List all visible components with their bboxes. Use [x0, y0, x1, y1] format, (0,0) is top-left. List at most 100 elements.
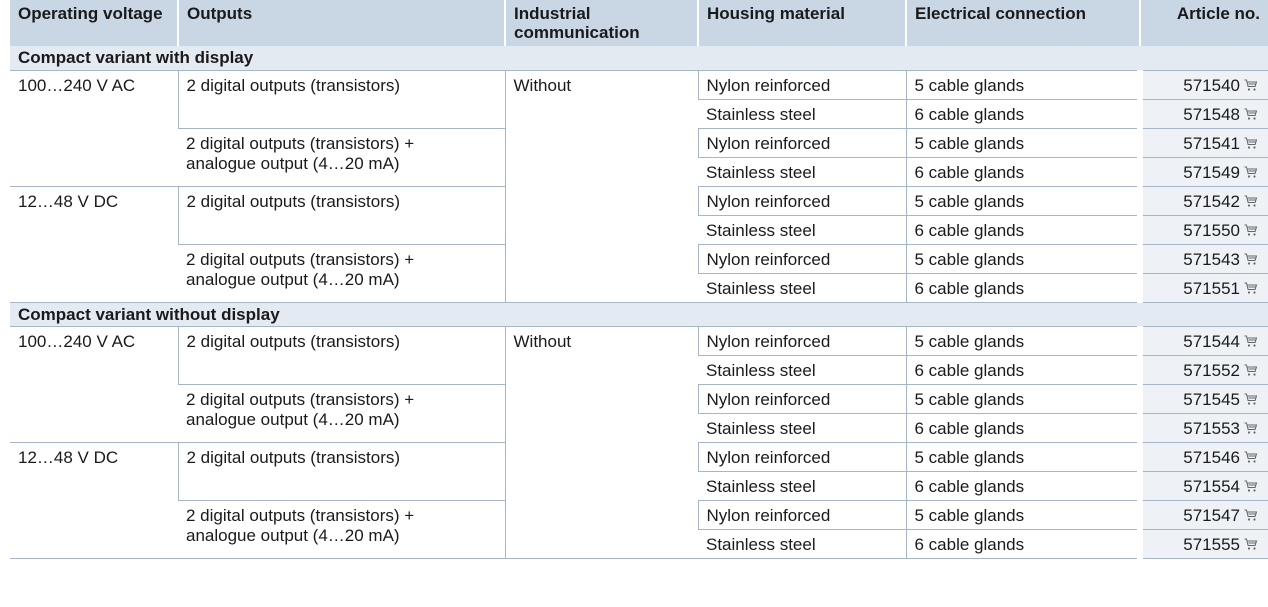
- data-row: 12…48 V DC 2 digital outputs (transistors…: [10, 186, 1268, 303]
- data-row: Stainless steel 6 cable glands 571555: [10, 529, 1268, 559]
- connection-cell: 5 cable glands: [905, 326, 1140, 356]
- cart-icon: [1244, 224, 1258, 236]
- article-number: 571550: [1183, 220, 1240, 240]
- article-cell[interactable]: 571555: [1137, 529, 1268, 559]
- housing-cell: Stainless steel: [698, 273, 906, 303]
- article-number: 571549: [1183, 162, 1240, 182]
- outputs-cell: 2 digital outputs (transistors) + analog…: [178, 384, 505, 443]
- connection-cell: 5 cable glands: [905, 384, 1140, 414]
- article-cell[interactable]: 571548: [1137, 99, 1268, 129]
- connection-cell: 6 cable glands: [905, 471, 1140, 501]
- housing-cell: Nylon reinforced: [697, 326, 906, 356]
- voltage-cell: 100…240 V AC: [10, 326, 178, 443]
- article-cell[interactable]: 571554: [1137, 471, 1268, 501]
- connection-cell: 6 cable glands: [905, 99, 1140, 129]
- connection-cell: 5 cable glands: [905, 128, 1140, 158]
- cart-icon: [1244, 108, 1258, 120]
- housing-cell: Nylon reinforced: [697, 244, 906, 274]
- housing-cell: Nylon reinforced: [697, 500, 906, 530]
- data-row: 100…240 V AC 2 digital outputs (transisto…: [10, 326, 1268, 559]
- article-cell[interactable]: 571545: [1137, 384, 1268, 414]
- article-cell[interactable]: 571547: [1137, 500, 1268, 530]
- housing-cell: Stainless steel: [698, 355, 906, 385]
- data-row: 12…48 V DC 2 digital outputs (transistors…: [10, 442, 1268, 559]
- communication-cell: Without: [504, 326, 698, 559]
- article-number: 571542: [1183, 191, 1240, 211]
- data-row: Stainless steel 6 cable glands 571552: [10, 355, 1268, 385]
- article-number: 571553: [1183, 418, 1240, 438]
- data-row: Stainless steel 6 cable glands 571553: [10, 413, 1268, 443]
- housing-cell: Stainless steel: [698, 413, 906, 443]
- cart-icon: [1244, 79, 1258, 91]
- cart-icon: [1244, 335, 1258, 347]
- data-row: Stainless steel 6 cable glands 571548: [10, 99, 1268, 129]
- article-cell[interactable]: 571550: [1137, 215, 1268, 245]
- cart-icon: [1244, 137, 1258, 149]
- outputs-cell: 2 digital outputs (transistors) + analog…: [178, 128, 505, 187]
- cart-icon: [1244, 480, 1258, 492]
- article-number: 571545: [1183, 389, 1240, 409]
- column-header: Article no.: [1139, 0, 1268, 46]
- housing-cell: Nylon reinforced: [697, 384, 906, 414]
- article-cell[interactable]: 571546: [1137, 442, 1268, 472]
- cart-icon: [1244, 364, 1258, 376]
- connection-cell: 6 cable glands: [905, 355, 1140, 385]
- article-cell[interactable]: 571543: [1137, 244, 1268, 274]
- article-number: 571544: [1183, 331, 1240, 351]
- article-number: 571543: [1183, 249, 1240, 269]
- article-number: 571548: [1183, 104, 1240, 124]
- article-cell[interactable]: 571549: [1137, 157, 1268, 187]
- cart-icon: [1244, 509, 1258, 521]
- data-row: 2 digital outputs (transistors) + analog…: [10, 244, 1268, 303]
- housing-cell: Nylon reinforced: [697, 70, 906, 100]
- data-row: 2 digital outputs (transistors) + analog…: [10, 384, 1268, 443]
- voltage-cell: 100…240 V AC: [10, 70, 178, 187]
- section-title: Compact variant with display: [10, 46, 1268, 71]
- outputs-cell: 2 digital outputs (transistors): [177, 326, 505, 385]
- article-number: 571554: [1183, 476, 1240, 496]
- article-cell[interactable]: 571541: [1137, 128, 1268, 158]
- article-cell[interactable]: 571542: [1137, 186, 1268, 216]
- column-header: Housing material: [697, 0, 906, 46]
- housing-cell: Nylon reinforced: [697, 442, 906, 472]
- data-row: Stainless steel 6 cable glands 571549: [10, 157, 1268, 187]
- page: Operating voltage Outputs Industrial commu…: [10, 0, 1268, 559]
- connection-cell: 6 cable glands: [905, 273, 1140, 303]
- housing-cell: Stainless steel: [698, 529, 906, 559]
- data-row: 100…240 V AC 2 digital outputs (transisto…: [10, 70, 1268, 303]
- article-cell[interactable]: 571551: [1137, 273, 1268, 303]
- article-number: 571546: [1183, 447, 1240, 467]
- housing-cell: Stainless steel: [698, 99, 906, 129]
- outputs-cell: 2 digital outputs (transistors): [177, 442, 505, 501]
- article-number: 571551: [1183, 278, 1240, 298]
- article-number: 571547: [1183, 505, 1240, 525]
- connection-cell: 6 cable glands: [905, 215, 1140, 245]
- article-cell[interactable]: 571553: [1137, 413, 1268, 443]
- housing-cell: Nylon reinforced: [697, 128, 906, 158]
- header-row: Operating voltage Outputs Industrial commu…: [10, 0, 1268, 46]
- cart-icon: [1244, 538, 1258, 550]
- cart-icon: [1244, 282, 1258, 294]
- housing-cell: Stainless steel: [698, 471, 906, 501]
- column-header: Operating voltage: [10, 0, 178, 46]
- data-row: 2 digital outputs (transistors) + analog…: [10, 500, 1268, 559]
- communication-cell: Without: [504, 70, 698, 303]
- article-cell[interactable]: 571552: [1137, 355, 1268, 385]
- column-header: Electrical connection: [905, 0, 1140, 46]
- housing-cell: Nylon reinforced: [697, 186, 906, 216]
- column-header: Industrial communication: [504, 0, 698, 46]
- cart-icon: [1244, 422, 1258, 434]
- connection-cell: 5 cable glands: [905, 244, 1140, 274]
- connection-cell: 5 cable glands: [905, 500, 1140, 530]
- article-number: 571552: [1183, 360, 1240, 380]
- connection-cell: 6 cable glands: [905, 157, 1140, 187]
- column-header: Outputs: [177, 0, 505, 46]
- connection-cell: 6 cable glands: [905, 529, 1140, 559]
- cart-icon: [1244, 393, 1258, 405]
- article-cell[interactable]: 571540: [1137, 70, 1268, 100]
- voltage-cell: 12…48 V DC: [10, 442, 178, 559]
- article-number: 571541: [1183, 133, 1240, 153]
- section-row: Compact variant with display: [10, 46, 1268, 71]
- article-cell[interactable]: 571544: [1137, 326, 1268, 356]
- outputs-cell: 2 digital outputs (transistors): [177, 70, 505, 129]
